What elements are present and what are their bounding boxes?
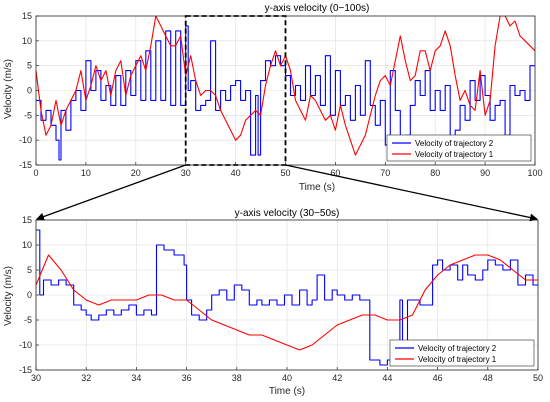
c1-ytick-label-3: 0 [27, 290, 32, 300]
c0-legend-box [386, 134, 532, 162]
chart-bottom: y-axis velocity (30−50s) Time (s) Veloci… [3, 208, 543, 397]
c0-ytick-label-5: 10 [22, 36, 32, 46]
c0-xtick-label-6: 60 [330, 168, 340, 178]
c0-xtick-label-3: 30 [181, 168, 191, 178]
zoom-arrow-left [36, 164, 186, 221]
c0-ytick-label-6: 15 [22, 11, 32, 21]
c1-ytick-label-0: -15 [19, 365, 32, 375]
c0-xtick-label-7: 70 [380, 168, 390, 178]
c0-xtick-label-4: 40 [231, 168, 241, 178]
c0-xtick-label-2: 20 [131, 168, 141, 178]
c0-ytick-label-4: 5 [27, 61, 32, 71]
c0-legend-label-1: Velocity of trajectory 2 [415, 139, 494, 148]
c0-legend-label-2: Velocity of trajectory 1 [415, 150, 494, 159]
c1-legend-label-2: Velocity of trajectory 1 [418, 355, 497, 364]
c1-xtick-label-1: 32 [81, 373, 91, 383]
c0-ytick-label-3: 0 [27, 86, 32, 96]
c0-xtick-label-1: 10 [81, 168, 91, 178]
chart-top-ylabel: Velocity (m/s) [3, 59, 14, 119]
c1-ytick-label-6: 15 [22, 215, 32, 225]
c1-xtick-label-4: 38 [232, 373, 242, 383]
c1-xtick-label-6: 42 [332, 373, 342, 383]
c1-xtick-label-10: 50 [533, 373, 543, 383]
c1-series-1-line [36, 229, 538, 366]
c0-xtick-label-10: 100 [527, 168, 542, 178]
chart-top: y-axis velocity (0−100s) Time (s) Veloci… [3, 3, 543, 193]
c1-xtick-label-7: 44 [382, 373, 392, 383]
chart-bottom-title: y-axis velocity (30−50s) [235, 208, 340, 219]
c0-xtick-label-9: 90 [480, 168, 490, 178]
c0-ytick-label-2: -5 [24, 110, 32, 120]
chart-bottom-xlabel: Time (s) [269, 386, 305, 397]
c0-series-1-line [36, 25, 535, 161]
c1-xtick-label-3: 36 [182, 373, 192, 383]
c1-ytick-label-5: 10 [22, 240, 32, 250]
c0-legend: Velocity of trajectory 2 Velocity of traj… [386, 134, 532, 162]
chart-top-xlabel: Time (s) [299, 182, 335, 193]
c1-legend-box [389, 339, 535, 367]
c0-xtick-label-5: 50 [280, 168, 290, 178]
c1-ytick-label-2: -5 [24, 315, 32, 325]
c1-xtick-label-8: 46 [433, 373, 443, 383]
c1-ytick-label-4: 5 [27, 265, 32, 275]
c1-xtick-label-5: 40 [282, 373, 292, 383]
c1-ytick-label-1: -10 [19, 340, 32, 350]
c1-xtick-label-9: 48 [483, 373, 493, 383]
c0-xtick-label-8: 80 [430, 168, 440, 178]
c0-xtick-label-0: 0 [33, 168, 38, 178]
c0-ytick-label-1: -10 [19, 135, 32, 145]
c0-ytick-label-0: -15 [19, 160, 32, 170]
c1-xtick-label-2: 34 [131, 373, 141, 383]
c1-series-2-line [36, 254, 538, 351]
c1-xtick-label-0: 30 [31, 373, 41, 383]
chart-top-title: y-axis velocity (0−100s) [265, 3, 370, 14]
chart-bottom-ylabel: Velocity (m/s) [3, 266, 14, 326]
c1-legend: Velocity of trajectory 2 Velocity of traj… [389, 339, 535, 367]
c1-legend-label-1: Velocity of trajectory 2 [418, 344, 497, 353]
zoom-arrow-right [285, 164, 538, 222]
